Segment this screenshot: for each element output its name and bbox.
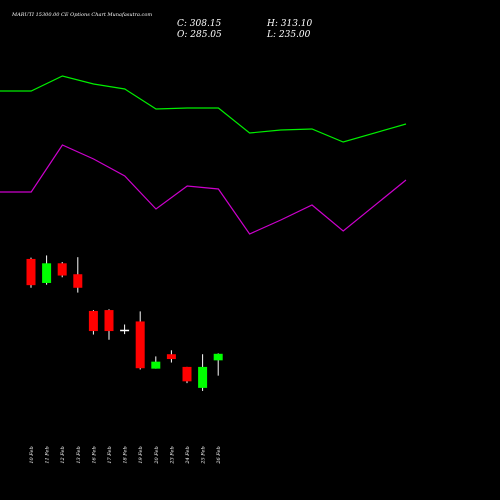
candle-body [73,274,83,288]
x-tick-label: 19 Feb [138,446,144,463]
x-tick-label: 25 Feb [201,446,207,464]
x-tick-label: 11 Feb [45,446,51,463]
candle-body [198,366,208,388]
candle-body [88,310,98,332]
candle-26-feb [213,353,223,376]
candle-20-feb [151,356,161,369]
candle-13-feb [73,257,83,293]
candle-12-feb [57,261,67,278]
candle-24-feb [182,366,192,384]
x-tick-label: 16 Feb [91,446,97,463]
candle-body [26,258,36,286]
candle-body [182,366,192,382]
x-tick-label: 26 Feb [216,446,222,464]
x-tick-label: 12 Feb [60,446,66,463]
x-tick-label: 24 Feb [185,446,191,464]
candle-body [42,263,52,283]
x-axis-labels: 10 Feb 11 Feb 12 Feb 13 Feb 16 Feb 17 Feb 18 F… [29,446,222,464]
lower-indicator-line [0,144,407,235]
chart-title: MARUTI 15300.00 CE Options Chart Munafas… [11,12,152,18]
candle-16-feb [88,310,98,335]
x-tick-label: 10 Feb [29,446,35,463]
x-tick-label: 17 Feb [107,446,113,463]
candle-10-feb [26,257,36,288]
low-price-label: L: 235.00 [266,30,311,40]
x-tick-label: 18 Feb [123,446,129,463]
candle-body [120,329,130,332]
candle-body [135,321,145,369]
candle-19-feb [135,311,145,370]
candle-23-feb [166,350,176,363]
candle-25-feb [198,354,208,391]
upper-indicator-line [0,75,407,143]
candle-18-feb [120,324,130,335]
indicator-lines [0,75,407,235]
candle-17-feb [104,309,114,340]
x-tick-label: 23 Feb [169,446,175,464]
high-price-label: H: 313.10 [266,19,313,29]
candlesticks [26,255,223,391]
candle-body [213,353,223,361]
x-tick-label: 20 Feb [154,446,160,464]
candle-body [166,354,176,360]
candle-body [151,361,161,369]
x-tick-label: 13 Feb [76,446,82,463]
candle-body [57,263,67,276]
close-price-label: C: 308.15 [177,19,222,29]
candle-body [104,310,114,332]
open-price-label: O: 285.05 [177,30,222,40]
candle-11-feb [42,255,52,285]
